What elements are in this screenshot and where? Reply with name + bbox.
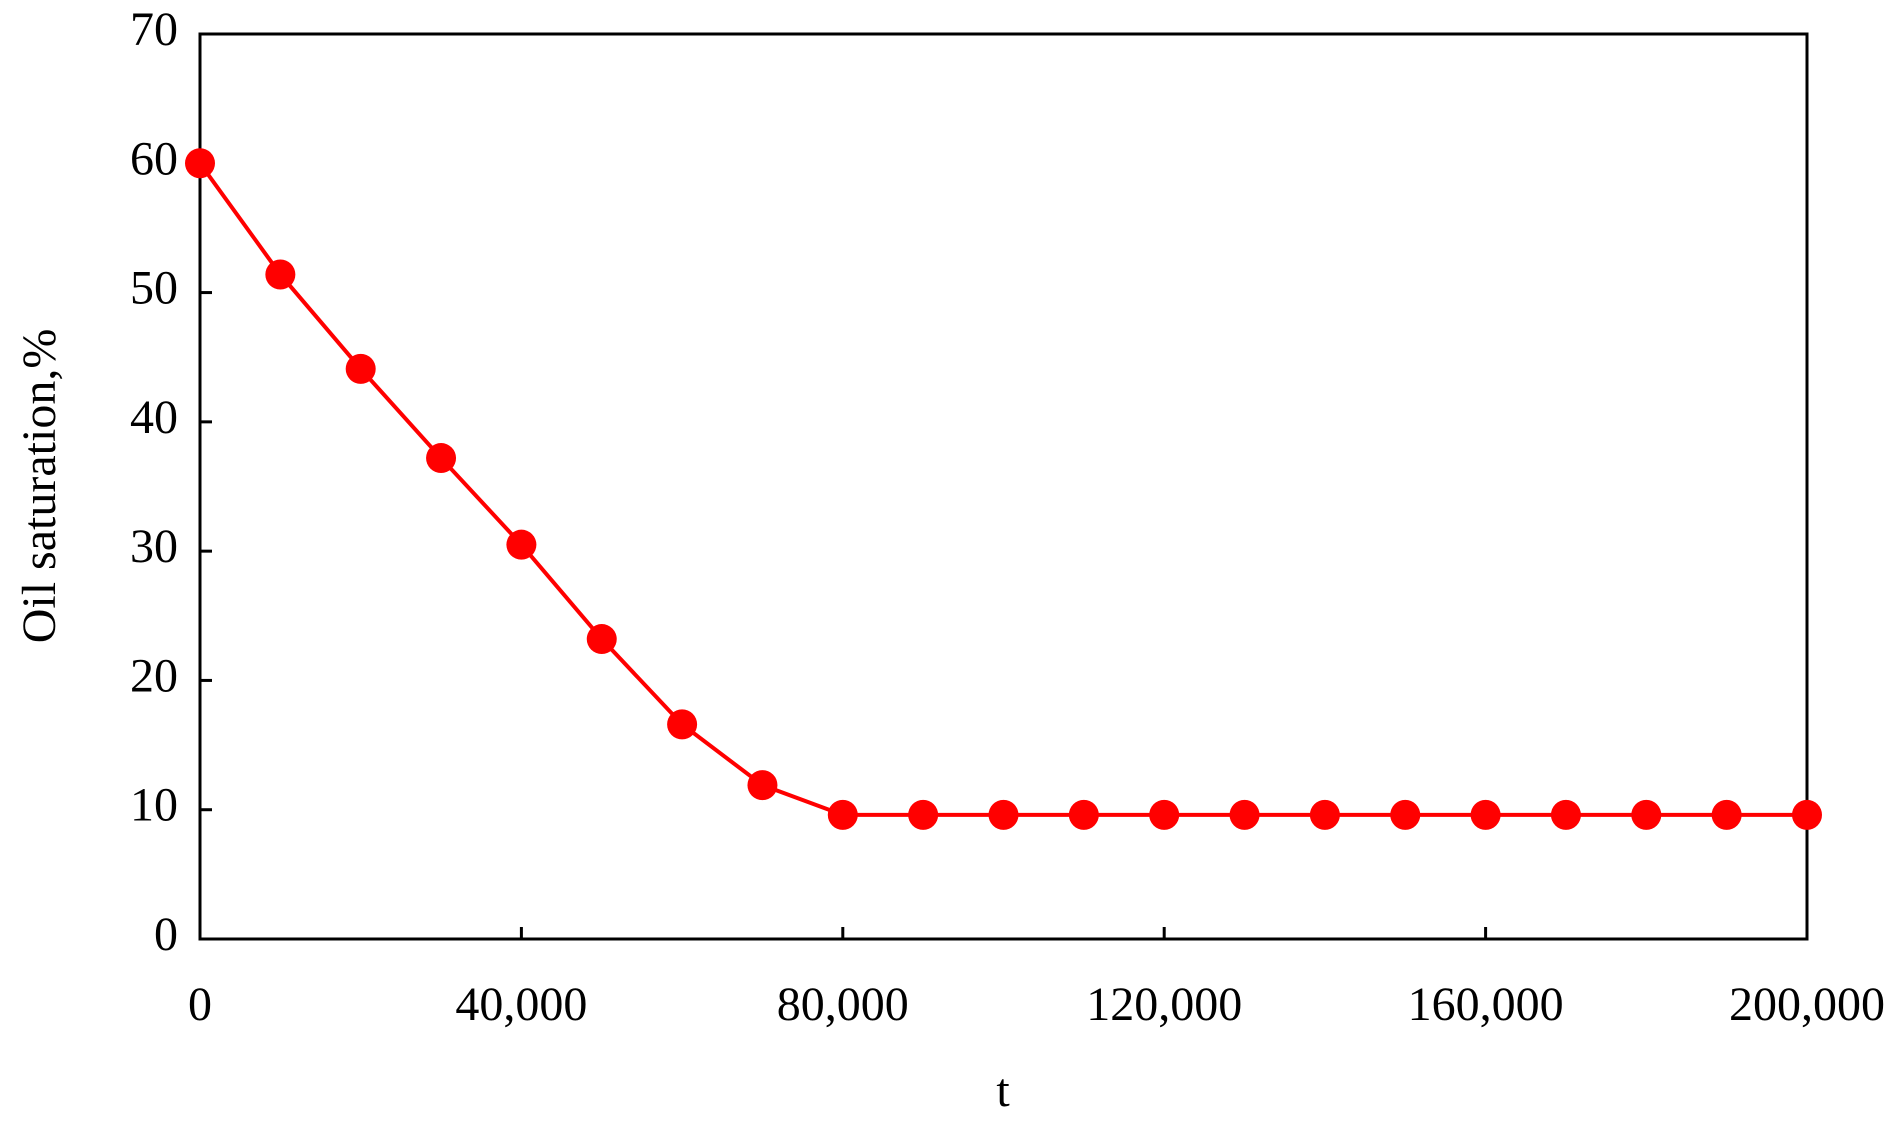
data-point bbox=[185, 148, 215, 179]
y-tick-label: 0 bbox=[154, 908, 178, 961]
data-point bbox=[1309, 799, 1340, 830]
x-tick-label: 80,000 bbox=[777, 978, 909, 1031]
data-point bbox=[827, 799, 858, 830]
y-tick-label: 70 bbox=[130, 3, 178, 56]
data-point bbox=[988, 799, 1019, 830]
data-point bbox=[1149, 799, 1180, 830]
data-point bbox=[345, 353, 376, 384]
data-point bbox=[1792, 799, 1822, 830]
data-point bbox=[1550, 799, 1581, 830]
x-tick-label: 200,000 bbox=[1729, 978, 1885, 1031]
data-point bbox=[1068, 799, 1099, 830]
data-point bbox=[747, 770, 778, 801]
x-tick-label: 120,000 bbox=[1086, 978, 1242, 1031]
series-line bbox=[198, 162, 1807, 817]
y-tick-label: 60 bbox=[130, 132, 178, 185]
data-point bbox=[265, 259, 296, 290]
y-tick-label: 50 bbox=[130, 262, 178, 315]
data-point bbox=[1229, 799, 1260, 830]
data-point bbox=[586, 624, 617, 655]
data-point bbox=[426, 443, 457, 474]
y-tick-label: 10 bbox=[130, 779, 178, 832]
y-tick-label: 20 bbox=[130, 649, 178, 702]
x-tick-label: 0 bbox=[188, 978, 212, 1031]
x-tick-label: 40,000 bbox=[455, 978, 587, 1031]
plot-frame bbox=[198, 32, 1809, 941]
data-point bbox=[506, 529, 537, 560]
x-tick-label: 160,000 bbox=[1408, 978, 1564, 1031]
data-point bbox=[1390, 799, 1421, 830]
y-axis-label: Oil saturation,% bbox=[13, 329, 66, 644]
data-point bbox=[667, 709, 698, 740]
data-point bbox=[1631, 799, 1662, 830]
x-axis-label: t bbox=[996, 1064, 1010, 1117]
data-point bbox=[1711, 799, 1742, 830]
data-point bbox=[908, 799, 939, 830]
y-tick-label: 30 bbox=[130, 520, 178, 573]
y-tick-label: 40 bbox=[130, 391, 178, 444]
data-point bbox=[1470, 799, 1501, 830]
